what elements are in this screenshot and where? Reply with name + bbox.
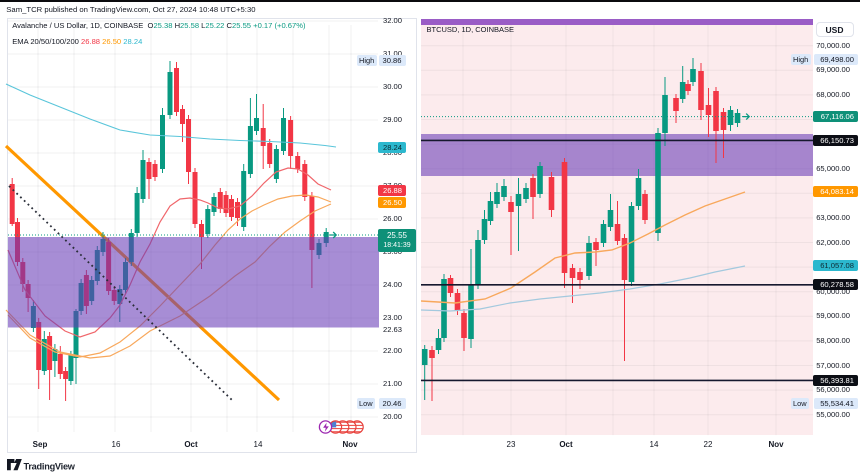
svg-text:TradingView: TradingView xyxy=(24,461,76,471)
